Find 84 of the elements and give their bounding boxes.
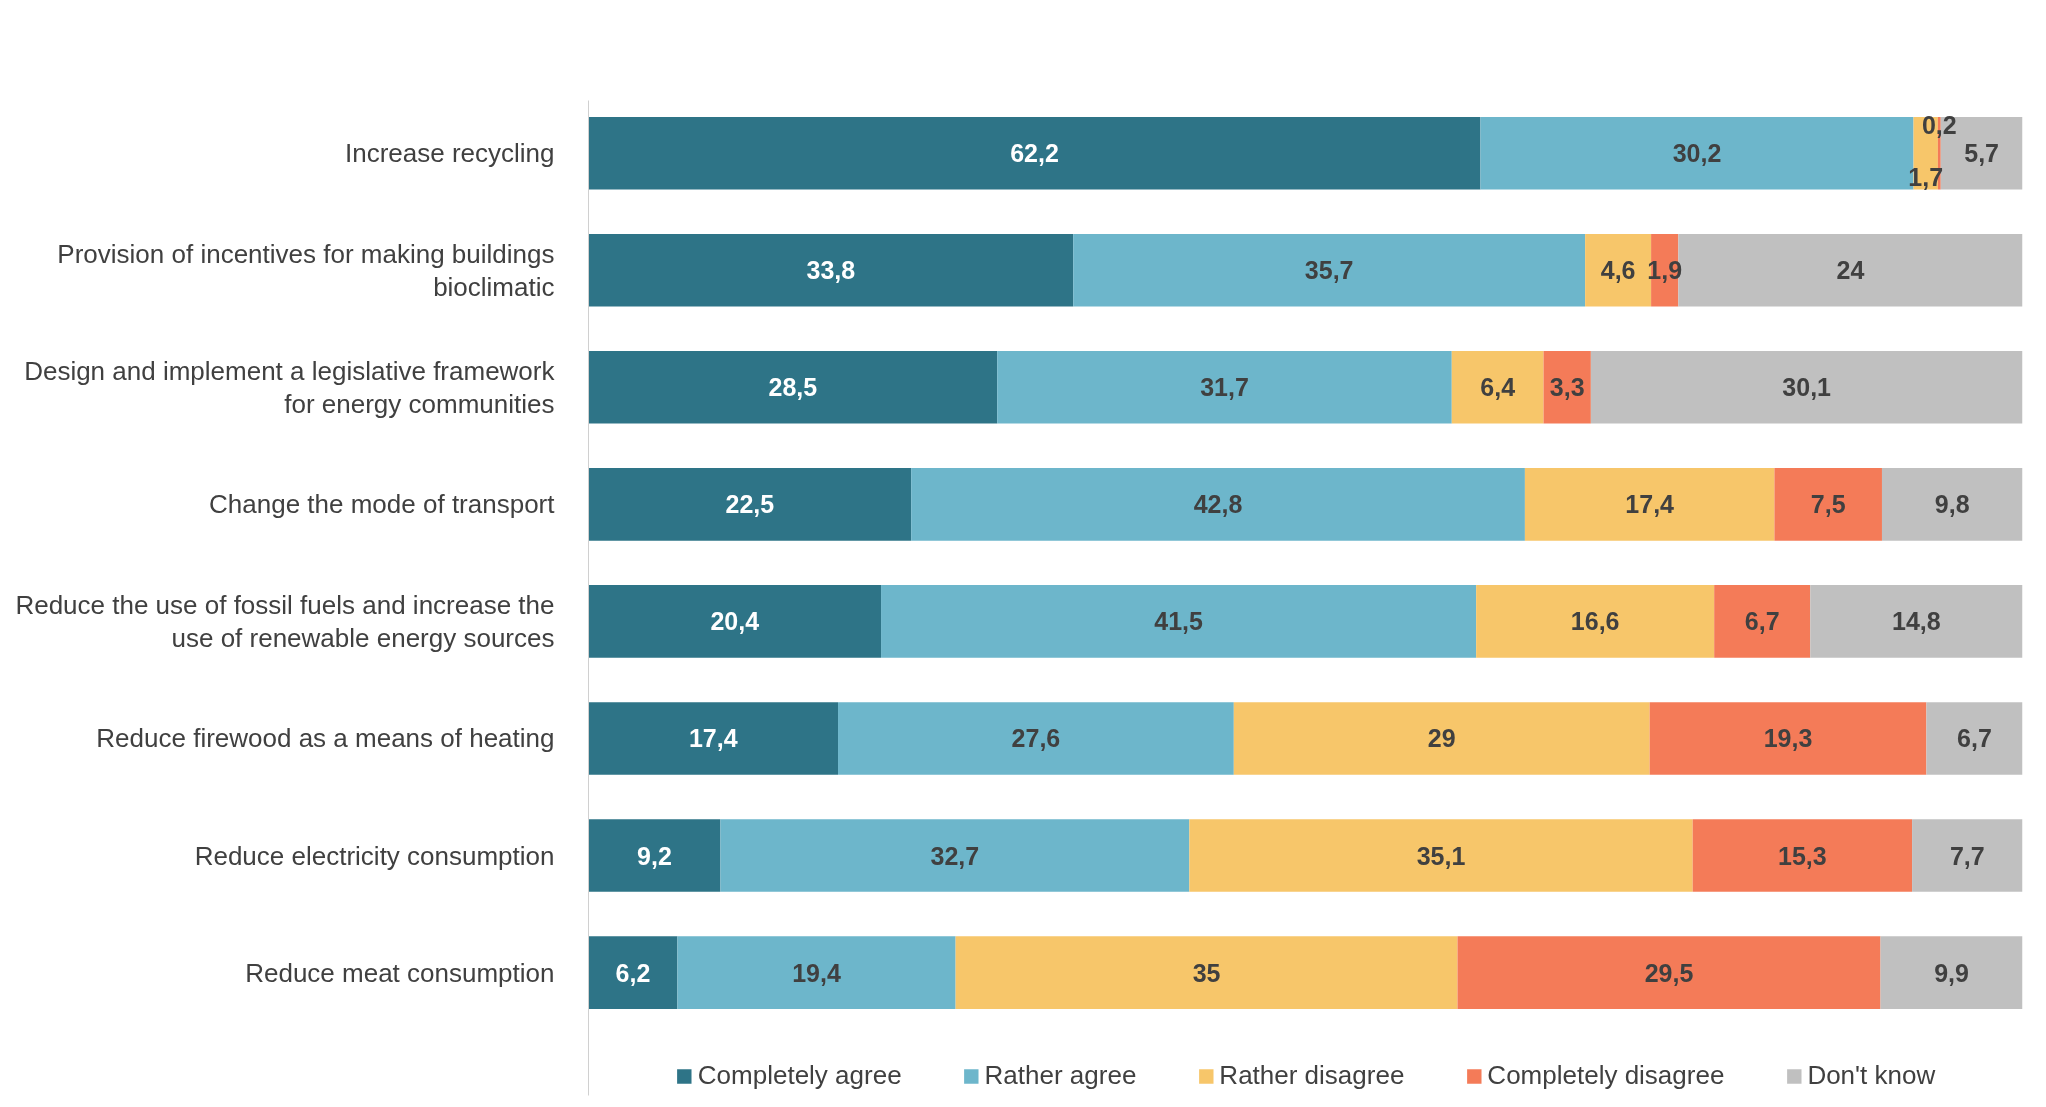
- bar: [588, 468, 912, 541]
- legend-label: Completely disagree: [1487, 1060, 1725, 1091]
- y-tick-label: Provision of incentives for making buildings bioclimatic: [57, 238, 555, 302]
- bar: [588, 702, 839, 775]
- data-label: 6,7: [1957, 724, 1992, 753]
- data-label: 42,8: [1193, 490, 1243, 519]
- data-label: 7,5: [1810, 490, 1846, 519]
- legend-label: Rather disagree: [1219, 1060, 1405, 1091]
- bar: [1912, 819, 2023, 892]
- bar: [1073, 233, 1586, 307]
- data-label: 3,3: [1549, 373, 1585, 402]
- data-label: 19,3: [1763, 724, 1813, 753]
- data-label: 9,8: [1934, 490, 1970, 519]
- legend-label: Don't know: [1807, 1060, 1936, 1091]
- bar: [955, 936, 1458, 1009]
- data-label: 17,4: [688, 724, 738, 753]
- data-label: 32,7: [930, 841, 980, 870]
- bar: [720, 819, 1190, 892]
- bar: [1451, 351, 1544, 424]
- y-tick-label: Design and implement a legislative framework for energy communities: [24, 355, 556, 419]
- data-label: 27,6: [1011, 724, 1061, 753]
- bar: [911, 468, 1525, 541]
- bar: [1524, 468, 1775, 541]
- data-label: 30,2: [1672, 139, 1722, 168]
- bar: [1692, 819, 1913, 892]
- data-label: 41,5: [1154, 607, 1204, 636]
- data-label: 5,7: [1964, 139, 2000, 168]
- bar: [588, 936, 678, 1009]
- legend-label: Rather agree: [984, 1060, 1137, 1091]
- bar: [1543, 351, 1591, 424]
- legend-label: Completely agree: [697, 1060, 902, 1091]
- bar: [588, 233, 1074, 307]
- bar: [1774, 468, 1882, 541]
- bar: [1926, 702, 2023, 775]
- data-label: 0,2: [1921, 111, 1957, 140]
- bar: [1880, 936, 2023, 1009]
- y-tick-label: Reduce the use of fossil fuels and increase the use of renewable energy sources: [15, 589, 555, 653]
- data-label: 24: [1836, 256, 1865, 285]
- data-label: 29: [1427, 724, 1456, 753]
- bar: [1189, 819, 1693, 892]
- data-label: 14,8: [1892, 607, 1941, 636]
- bar: [1233, 702, 1650, 775]
- data-label: 17,4: [1625, 490, 1675, 519]
- bar: [1649, 702, 1927, 775]
- data-label: 35: [1192, 958, 1221, 987]
- bar: [677, 936, 956, 1009]
- bar: [588, 819, 721, 892]
- data-label: 6,2: [615, 958, 651, 987]
- data-label: 35,7: [1304, 256, 1354, 285]
- data-label: 33,8: [806, 256, 856, 285]
- y-tick-label: Reduce firewood as a means of heating: [96, 723, 555, 754]
- data-label: 9,9: [1934, 958, 1969, 987]
- data-label: 20,4: [710, 607, 760, 636]
- bar: [1881, 468, 2023, 541]
- data-label: 31,7: [1200, 373, 1249, 402]
- data-label: 4,6: [1600, 256, 1636, 285]
- y-tick-label: Reduce electricity consumption: [194, 840, 555, 871]
- bar: [588, 351, 998, 424]
- data-label: 28,5: [768, 373, 818, 402]
- data-label: 30,1: [1782, 373, 1832, 402]
- data-label: 9,2: [637, 841, 672, 870]
- data-label: 6,4: [1480, 373, 1516, 402]
- y-tick-label: Change the mode of transport: [209, 489, 556, 520]
- data-label: 62,2: [1010, 139, 1059, 168]
- data-label: 16,6: [1570, 607, 1620, 636]
- data-label: 15,3: [1778, 841, 1827, 870]
- bar: [1590, 351, 2023, 424]
- data-label: 22,5: [725, 490, 775, 519]
- bar: [1476, 585, 1715, 658]
- bar: [588, 585, 882, 658]
- data-label: 35,1: [1416, 841, 1466, 870]
- bar: [881, 585, 1477, 658]
- data-label: 29,5: [1644, 958, 1694, 987]
- bar: [1810, 585, 2023, 658]
- data-label: 7,7: [1949, 841, 1985, 870]
- y-tick-label: Increase recycling: [344, 138, 555, 169]
- bar: [1714, 585, 1811, 658]
- y-tick-label: Reduce meat consumption: [245, 957, 555, 988]
- data-label: 19,4: [792, 958, 841, 987]
- data-label: 6,7: [1744, 607, 1780, 636]
- bar: [588, 116, 1481, 190]
- bar: [838, 702, 1234, 775]
- bar: [997, 351, 1452, 424]
- bar: [1457, 936, 1881, 1009]
